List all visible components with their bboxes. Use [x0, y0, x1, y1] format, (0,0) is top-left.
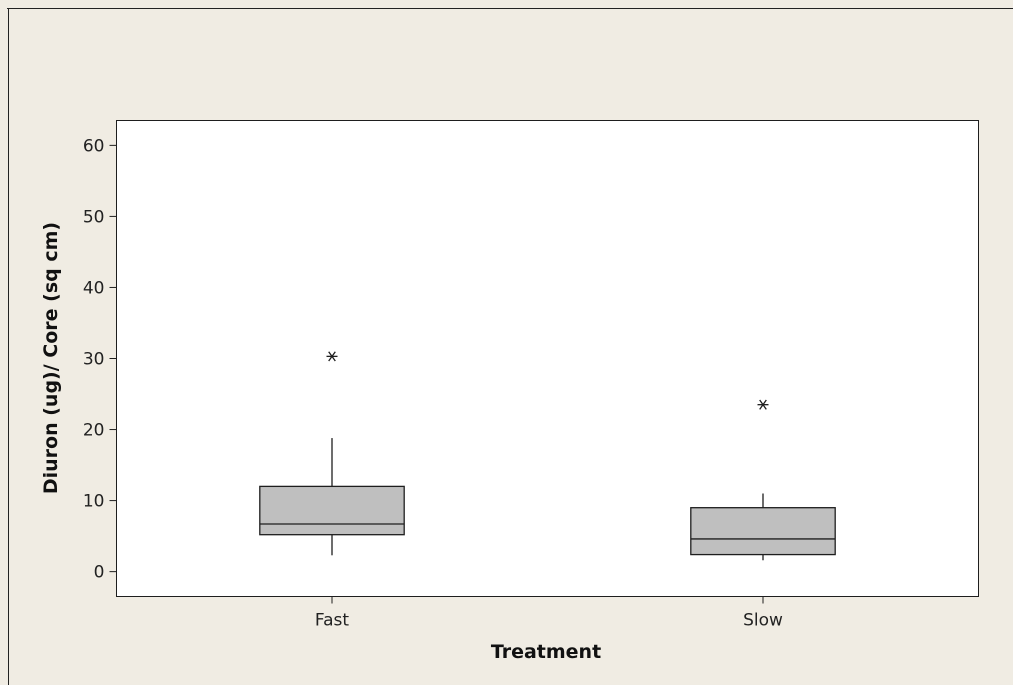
iqr-box — [259, 485, 405, 536]
y-tick-label: 0 — [94, 563, 105, 583]
y-tick-label: 10 — [83, 492, 105, 512]
y-tick-label: 40 — [83, 278, 105, 298]
x-axis-title: Treatment — [491, 641, 601, 663]
box-fast — [259, 351, 405, 556]
outlier-stroke — [328, 351, 336, 362]
y-tick-label: 30 — [83, 350, 105, 370]
y-tick-label: 60 — [83, 136, 105, 156]
y-tick-label: 50 — [83, 207, 105, 227]
x-tick-label: Fast — [315, 611, 349, 631]
y-axis: 0 10 20 30 40 50 60 — [83, 136, 117, 583]
outlier-marker — [326, 351, 338, 362]
y-tick-label: 20 — [83, 421, 105, 441]
box-slow — [690, 399, 836, 561]
y-axis-title: Diuron (ug)/ Core (sq cm) — [40, 222, 62, 494]
x-tick-label: Slow — [743, 611, 783, 631]
boxplot-series — [259, 351, 836, 561]
iqr-box — [690, 507, 836, 556]
plot-area — [116, 120, 979, 597]
x-axis: Fast Slow — [315, 596, 783, 631]
outlier-marker — [757, 399, 769, 410]
outlier-stroke — [759, 399, 767, 410]
